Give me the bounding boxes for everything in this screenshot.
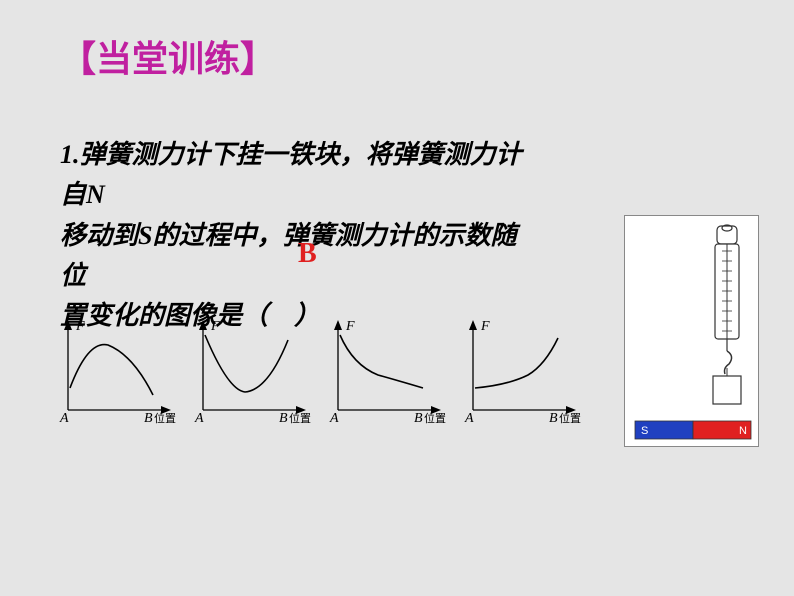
section-title: 【当堂训练】 [60, 30, 276, 82]
chart-option-c: F A B 位置 [318, 310, 448, 440]
svg-text:A: A [464, 411, 474, 426]
svg-text:F: F [345, 319, 355, 334]
x-axis-a: A [59, 411, 69, 426]
x-axis-b: B [144, 411, 153, 426]
chart-option-d: F A B 位置 [453, 310, 583, 440]
curve-d [475, 338, 558, 388]
curve-b [205, 335, 288, 392]
svg-text:A: A [194, 411, 204, 426]
svg-text:位置: 位置 [289, 411, 311, 425]
x-axis-label: 位置 [154, 411, 176, 425]
svg-text:位置: 位置 [424, 411, 446, 425]
svg-text:B: B [414, 411, 423, 426]
magnet-s-label: S [641, 425, 648, 437]
curve-c [340, 335, 423, 388]
chart-option-a: F A B 位置 [48, 310, 178, 440]
question-text: 1.弹簧测力计下挂一铁块，将弹簧测力计自N 移动到S的过程中，弹簧测力计的示数随… [60, 135, 540, 336]
chart-option-b: F A B 位置 [183, 310, 313, 440]
answer-letter: B [298, 238, 317, 270]
question-line-1: 1.弹簧测力计下挂一铁块，将弹簧测力计自N [60, 135, 540, 216]
svg-text:F: F [480, 319, 490, 334]
svg-text:B: B [279, 411, 288, 426]
svg-text:F: F [210, 319, 220, 334]
y-axis-label: F [75, 319, 85, 334]
apparatus-diagram: S N [624, 215, 759, 447]
svg-text:A: A [329, 411, 339, 426]
svg-text:B: B [549, 411, 558, 426]
svg-text:位置: 位置 [559, 411, 581, 425]
magnet-n-label: N [739, 425, 747, 437]
chart-options: F A B 位置 F A B 位置 F A B 位置 F A B 位置 [48, 310, 583, 440]
curve-a [70, 345, 153, 395]
